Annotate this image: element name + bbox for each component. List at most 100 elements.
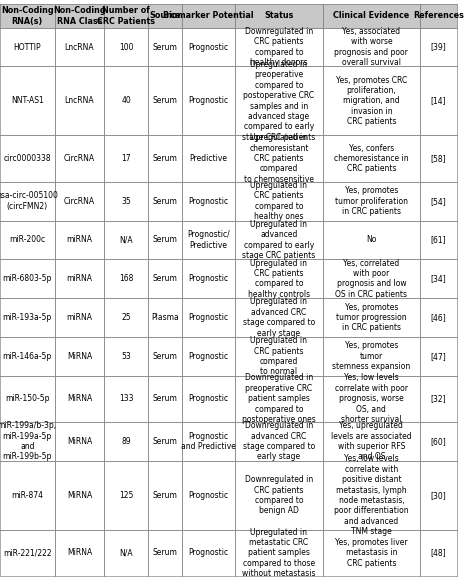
Text: Yes, low levels
correlate with
positive distant
metastasis, lymph
node metastasi: Yes, low levels correlate with positive … [334,454,409,536]
Bar [420,28,457,67]
Bar [420,259,457,298]
Text: Serum: Serum [153,437,177,446]
Bar [323,4,420,28]
Text: miR-150-5p: miR-150-5p [5,394,49,403]
Bar [55,135,104,182]
Bar [420,220,457,259]
Text: Yes, promotes
tumor progression
in CRC patients: Yes, promotes tumor progression in CRC p… [336,303,407,332]
Text: 53: 53 [121,351,131,361]
Bar [0,182,55,220]
Text: 40: 40 [121,96,131,106]
Bar [148,298,182,337]
Bar [420,298,457,337]
Bar [323,259,420,298]
Bar [323,28,420,67]
Text: miR-6803-5p: miR-6803-5p [2,274,52,283]
Text: Prognostic: Prognostic [189,491,228,500]
Text: [60]: [60] [430,437,447,446]
Bar [148,67,182,135]
Bar [323,67,420,135]
Text: [46]: [46] [430,313,447,322]
Text: miR-199a/b-3p,
miR-199a-5p
and
miR-199b-5p: miR-199a/b-3p, miR-199a-5p and miR-199b-… [0,421,57,462]
Text: MiRNA: MiRNA [67,548,92,557]
Text: Upregulated in
CRC patients
compared to
healthy controls: Upregulated in CRC patients compared to … [248,259,310,299]
Text: MiRNA: MiRNA [67,351,92,361]
Bar [148,28,182,67]
Bar [182,182,235,220]
Bar [182,67,235,135]
Bar [182,530,235,576]
Text: 89: 89 [121,437,131,446]
Bar [148,337,182,376]
Text: miR-874: miR-874 [11,491,43,500]
Text: LncRNA: LncRNA [64,96,94,106]
Bar [323,337,420,376]
Text: MiRNA: MiRNA [67,491,92,500]
Bar [104,4,148,28]
Text: Yes, upregulated
levels are associated
with superior RFS
and OS: Yes, upregulated levels are associated w… [331,421,412,462]
Text: Serum: Serum [153,491,177,500]
Text: [48]: [48] [431,548,446,557]
Text: Downregulated in
preoperative CRC
patient samples
compared to
postoperative ones: Downregulated in preoperative CRC patien… [242,374,316,424]
Text: Serum: Serum [153,351,177,361]
Bar [0,461,55,530]
Text: Serum: Serum [153,235,177,244]
Text: MiRNA: MiRNA [67,437,92,446]
Text: [32]: [32] [431,394,446,403]
Bar [420,376,457,422]
Text: miR-193a-5p: miR-193a-5p [3,313,52,322]
Bar [55,259,104,298]
Text: HOTTIP: HOTTIP [13,42,41,52]
Bar [0,28,55,67]
Bar [0,376,55,422]
Bar [235,298,323,337]
Bar [235,461,323,530]
Bar [55,376,104,422]
Text: Prognostic: Prognostic [189,351,228,361]
Bar [0,337,55,376]
Bar [323,298,420,337]
Bar [235,67,323,135]
Bar [55,28,104,67]
Bar [104,135,148,182]
Text: [30]: [30] [430,491,447,500]
Bar [182,461,235,530]
Bar [148,220,182,259]
Text: 100: 100 [119,42,133,52]
Text: No: No [366,235,376,244]
Text: circ0000338: circ0000338 [3,154,51,163]
Text: Yes, associated
with worse
prognosis and poor
overall survival: Yes, associated with worse prognosis and… [335,27,408,67]
Text: Upregulated in
chemoresistant
CRC patients
compared
to chemosensitive: Upregulated in chemoresistant CRC patien… [244,133,314,184]
Bar [55,461,104,530]
Bar [104,422,148,461]
Bar [323,461,420,530]
Text: Serum: Serum [153,548,177,557]
Text: Downregulated in
CRC patients
compared to
healthy donors: Downregulated in CRC patients compared t… [245,27,313,67]
Text: Downregulated in
CRC patients
compared to
benign AD: Downregulated in CRC patients compared t… [245,475,313,515]
Bar [148,461,182,530]
Text: [34]: [34] [430,274,447,283]
Bar [104,376,148,422]
Text: Serum: Serum [153,154,177,163]
Bar [182,337,235,376]
Bar [0,67,55,135]
Text: Serum: Serum [153,42,177,52]
Text: miR-221/222: miR-221/222 [3,548,52,557]
Text: Biomarker Potential: Biomarker Potential [163,12,254,20]
Text: miR-146a-5p: miR-146a-5p [3,351,52,361]
Bar [104,67,148,135]
Bar [182,135,235,182]
Bar [235,28,323,67]
Text: Prognostic: Prognostic [189,274,228,283]
Text: miRNA: miRNA [66,313,92,322]
Text: Serum: Serum [153,96,177,106]
Bar [55,220,104,259]
Text: Prognostic: Prognostic [189,197,228,206]
Bar [148,4,182,28]
Bar [148,135,182,182]
Bar [420,530,457,576]
Text: Serum: Serum [153,394,177,403]
Bar [104,298,148,337]
Bar [0,135,55,182]
Text: Serum: Serum [153,197,177,206]
